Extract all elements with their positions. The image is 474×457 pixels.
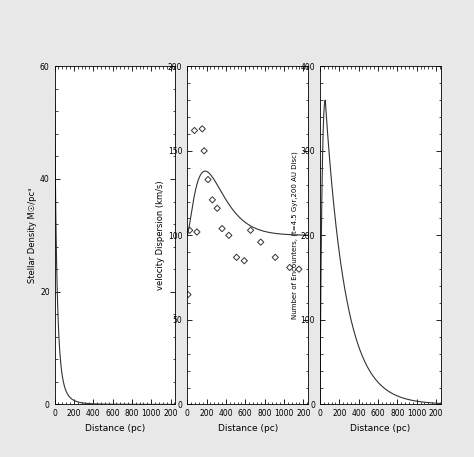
X-axis label: Distance (pc): Distance (pc) xyxy=(350,424,410,433)
Y-axis label: velocity Dispersion (km/s): velocity Dispersion (km/s) xyxy=(156,181,165,290)
Point xyxy=(295,266,303,273)
Point xyxy=(199,125,206,133)
Point xyxy=(225,232,233,239)
Point xyxy=(193,228,201,236)
Point xyxy=(218,225,226,232)
Point xyxy=(184,291,192,298)
Point xyxy=(209,196,216,203)
Point xyxy=(272,254,279,261)
Point xyxy=(191,127,198,134)
X-axis label: Distance (pc): Distance (pc) xyxy=(85,424,145,433)
Point xyxy=(247,227,255,234)
Point xyxy=(257,239,264,246)
Point xyxy=(240,257,248,264)
Point xyxy=(233,254,240,261)
Point xyxy=(286,264,293,271)
Y-axis label: Number of Encounters, (t=4.5 Gyr,200 AU Disc): Number of Encounters, (t=4.5 Gyr,200 AU … xyxy=(291,151,298,319)
Point xyxy=(186,227,193,234)
Point xyxy=(213,205,221,212)
X-axis label: Distance (pc): Distance (pc) xyxy=(218,424,278,433)
Y-axis label: Stellar Density M☉/pc³: Stellar Density M☉/pc³ xyxy=(28,188,37,283)
Point xyxy=(201,147,208,154)
Point xyxy=(204,176,212,183)
